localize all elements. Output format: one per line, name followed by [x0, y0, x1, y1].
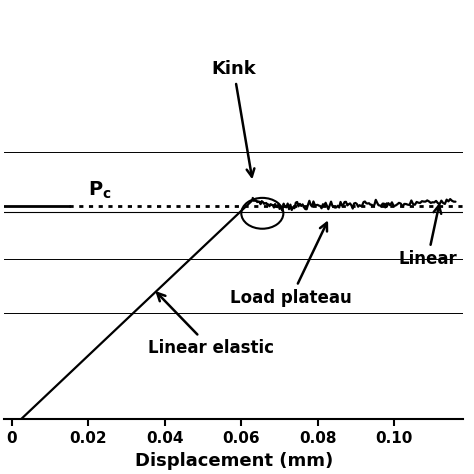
Text: Linear: Linear [398, 205, 457, 268]
Text: Linear elastic: Linear elastic [148, 293, 273, 357]
X-axis label: Displacement (mm): Displacement (mm) [135, 452, 333, 470]
Text: $\mathbf{P_c}$: $\mathbf{P_c}$ [88, 180, 112, 201]
Text: Load plateau: Load plateau [230, 223, 352, 307]
Text: Kink: Kink [211, 60, 256, 177]
